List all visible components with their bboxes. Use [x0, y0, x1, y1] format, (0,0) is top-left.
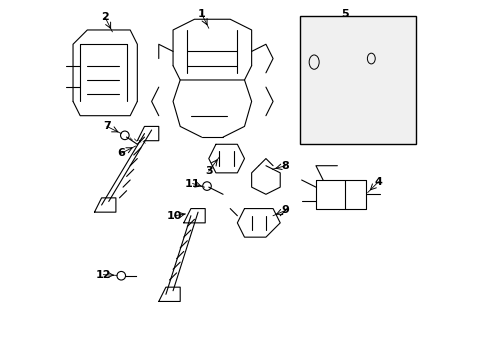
Text: 7: 7: [103, 121, 111, 131]
Text: 4: 4: [374, 177, 382, 187]
Bar: [299, 16, 415, 144]
Text: 3: 3: [204, 166, 212, 176]
Text: 12: 12: [96, 270, 111, 280]
Text: 5: 5: [340, 9, 347, 19]
Text: 8: 8: [281, 161, 289, 171]
Text: 11: 11: [184, 179, 200, 189]
Text: 10: 10: [167, 211, 182, 221]
Text: 1: 1: [197, 9, 205, 19]
Text: 2: 2: [101, 13, 109, 22]
Text: 6: 6: [117, 148, 125, 158]
Text: 9: 9: [281, 205, 289, 215]
